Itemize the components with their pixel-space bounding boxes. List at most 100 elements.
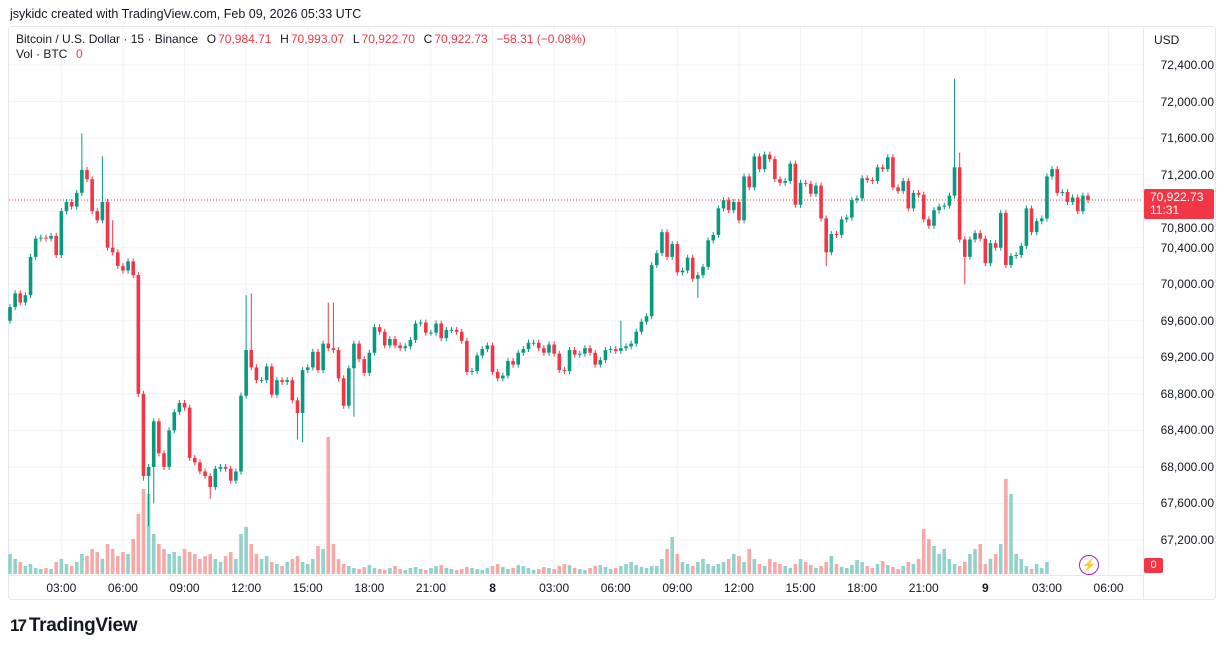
candle-down: [880, 167, 885, 170]
volume-bar: [844, 568, 849, 574]
candle-down: [865, 178, 870, 181]
currency-label[interactable]: USD: [1154, 33, 1180, 47]
price-tick-label: 72,400.00: [1160, 58, 1214, 72]
lightning-icon[interactable]: ⚡: [1079, 555, 1099, 575]
volume-bar: [100, 559, 105, 574]
candle-up: [352, 343, 356, 369]
tradingview-logo-text: TradingView: [28, 615, 138, 636]
volume-value: 0: [76, 47, 83, 61]
volume-bar: [952, 564, 957, 574]
candle-down: [141, 393, 146, 477]
volume-bar: [449, 569, 454, 574]
volume-label[interactable]: Vol · BTC: [16, 47, 68, 61]
candle-down: [1065, 191, 1070, 203]
candle-up: [578, 353, 582, 355]
candle-down: [536, 342, 541, 349]
candle-down: [316, 351, 320, 371]
candle-up: [367, 352, 372, 373]
volume-bar: [403, 570, 408, 574]
volume-bar: [151, 534, 156, 574]
candle-down: [983, 238, 988, 264]
candle-up: [988, 243, 993, 264]
candle-up: [59, 211, 64, 256]
volume-bar: [69, 566, 74, 574]
volume-bar: [968, 554, 972, 574]
candle-down: [824, 218, 828, 253]
symbol-title[interactable]: Bitcoin / U.S. Dollar · 15 · Binance: [16, 32, 199, 46]
candle-down: [95, 211, 100, 221]
volume-bar: [85, 556, 89, 574]
volume-bar: [321, 549, 325, 574]
time-tick-label: 03:00: [1031, 581, 1062, 595]
volume-bar: [495, 564, 500, 574]
candle-up: [567, 350, 572, 372]
candle-down: [870, 180, 875, 182]
volume-row: Vol · BTC 0: [16, 47, 588, 62]
volume-bar: [218, 562, 223, 574]
volume-bar: [798, 559, 803, 574]
candle-down: [511, 360, 515, 365]
high-label: H: [280, 32, 289, 46]
volume-bar: [470, 568, 474, 574]
candle-up: [1070, 197, 1075, 203]
candle-up: [74, 192, 79, 207]
volume-bar: [1009, 494, 1013, 574]
candle-down: [110, 247, 115, 253]
candle-down: [1075, 197, 1080, 212]
candle-down: [793, 163, 798, 205]
volume-bar: [660, 559, 664, 574]
candle-up: [372, 327, 377, 353]
candle-down: [85, 170, 89, 180]
volume-bars: [8, 437, 1049, 574]
volume-bar: [1029, 569, 1034, 574]
candle-down: [542, 348, 546, 353]
volume-bar: [921, 529, 926, 574]
volume-bar: [552, 569, 556, 574]
volume-bar: [213, 559, 218, 574]
chart-credit: jsykidc created with TradingView.com, Fe…: [10, 7, 362, 21]
candle-down: [957, 167, 962, 240]
candle-down: [803, 182, 808, 184]
candle-down: [331, 348, 336, 351]
candle-down: [562, 370, 567, 372]
volume-bar: [803, 562, 808, 574]
volume-bar: [290, 559, 295, 574]
candle-down: [280, 380, 284, 382]
chart-legend: Bitcoin / U.S. Dollar · 15 · Binance O 70…: [16, 32, 588, 62]
volume-bar: [557, 566, 562, 574]
candle-down: [290, 380, 295, 401]
volume-bar: [973, 549, 977, 574]
volume-bar: [937, 554, 941, 574]
candle-down: [336, 350, 341, 379]
volume-bar: [146, 494, 151, 574]
high-value: 70,993.07: [290, 32, 345, 46]
candle-down: [362, 359, 366, 373]
volume-bar: [809, 565, 813, 574]
candle-up: [449, 329, 454, 331]
volume-bar: [598, 565, 603, 574]
candle-down: [198, 462, 202, 472]
tradingview-logo[interactable]: 17 TradingView: [10, 615, 138, 637]
candle-down: [778, 179, 782, 183]
candle-down: [54, 235, 58, 256]
candle-down: [223, 466, 228, 469]
volume-bar: [536, 569, 541, 574]
time-tick-label: 15:00: [292, 581, 323, 595]
volume-bar: [757, 564, 762, 574]
candle-up: [1034, 221, 1039, 233]
volume-bar: [157, 544, 161, 574]
candle-down: [341, 378, 346, 406]
candle-up: [973, 233, 977, 240]
volume-bar: [726, 559, 731, 574]
volume-bar: [911, 564, 916, 574]
candle-up: [901, 181, 905, 192]
volume-bar: [675, 554, 680, 574]
volume-bar: [465, 567, 469, 574]
candle-up: [798, 182, 803, 205]
candle-up: [23, 295, 28, 303]
volume-bar: [336, 559, 341, 574]
volume-bar: [742, 562, 746, 574]
candle-down: [891, 157, 895, 188]
volume-bar: [475, 569, 479, 574]
